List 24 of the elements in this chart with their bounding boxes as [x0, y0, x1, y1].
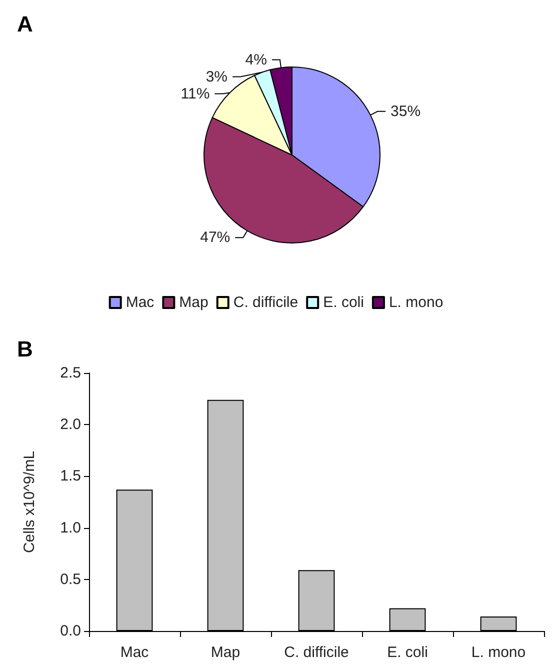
- y-tick-label: 2.0: [60, 416, 81, 434]
- x-tick-label: L. mono: [471, 644, 526, 661]
- chart-title: A: [17, 12, 33, 36]
- y-tick-label: 1.5: [60, 468, 81, 485]
- legend-label: Mac: [126, 294, 155, 311]
- legend-label: L. mono: [388, 294, 444, 311]
- data-label: 11%: [180, 85, 210, 102]
- chart-title: B: [17, 336, 33, 362]
- y-tick-label: 2.5: [60, 364, 81, 382]
- data-label: 4%: [245, 51, 267, 68]
- legend-label: C. difficile: [233, 294, 298, 311]
- x-tick-label: C. difficile: [284, 644, 349, 661]
- legend-label: Map: [179, 294, 208, 311]
- data-label: 3%: [206, 68, 228, 86]
- x-tick-label: Map: [210, 644, 240, 661]
- x-tick-label: Mac: [120, 644, 150, 661]
- y-tick-label: 1.0: [60, 519, 81, 536]
- legend-label: E. coli: [323, 294, 364, 311]
- y-tick-label: 0.0: [60, 622, 81, 640]
- data-label: 35%: [390, 102, 421, 120]
- y-axis-title: Cells x10^9/mL: [21, 450, 38, 554]
- x-tick-label: E. coli: [387, 644, 428, 661]
- y-tick-label: 0.5: [60, 570, 81, 588]
- data-label: 47%: [200, 229, 230, 246]
